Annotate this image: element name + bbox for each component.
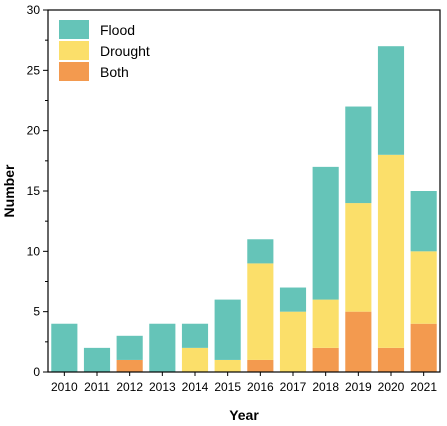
x-tick-label: 2019 bbox=[345, 380, 372, 394]
bar-drought-2019 bbox=[345, 203, 372, 312]
bar-drought-2021 bbox=[410, 251, 437, 324]
bar-both-2020 bbox=[377, 347, 405, 372]
y-axis-ticks: 0 5 10 15 20 25 30 bbox=[27, 3, 48, 379]
bar-flood-2020 bbox=[377, 46, 405, 155]
x-tick-label: 2018 bbox=[312, 380, 339, 394]
x-tick-label: 2012 bbox=[116, 380, 143, 394]
bar-both-2021 bbox=[410, 323, 437, 372]
legend: Flood Drought Both bbox=[59, 20, 150, 81]
bar-both-2019 bbox=[345, 311, 372, 372]
bar-flood-2011 bbox=[83, 347, 111, 372]
bar-drought-2016 bbox=[247, 263, 274, 360]
bar-both-2016 bbox=[247, 359, 274, 372]
legend-swatch-both bbox=[59, 62, 89, 81]
bar-drought-2020 bbox=[377, 154, 405, 348]
bar-flood-2012 bbox=[116, 335, 143, 360]
bar-both-2018 bbox=[312, 347, 339, 372]
bar-flood-2016 bbox=[247, 239, 274, 264]
legend-label-flood: Flood bbox=[100, 22, 135, 38]
bar-flood-2014 bbox=[181, 323, 209, 348]
legend-swatch-drought bbox=[59, 41, 89, 60]
bar-drought-2018 bbox=[312, 299, 339, 348]
x-tick-label: 2015 bbox=[214, 380, 241, 394]
legend-swatch-flood bbox=[59, 20, 89, 39]
bar-flood-2017 bbox=[279, 287, 307, 312]
x-tick-label: 2013 bbox=[149, 380, 176, 394]
bar-flood-2013 bbox=[149, 323, 176, 372]
x-tick-label: 2017 bbox=[280, 380, 307, 394]
y-tick-label: 30 bbox=[27, 3, 41, 17]
y-tick-label: 25 bbox=[27, 63, 41, 77]
bars-layer bbox=[51, 46, 437, 372]
bar-flood-2018 bbox=[312, 166, 339, 300]
bar-flood-2015 bbox=[214, 299, 241, 360]
x-axis-title: Year bbox=[229, 407, 259, 423]
y-tick-label: 15 bbox=[27, 184, 41, 198]
y-tick-label: 10 bbox=[27, 244, 41, 258]
bar-drought-2014 bbox=[181, 347, 209, 372]
legend-label-both: Both bbox=[100, 64, 129, 80]
bar-flood-2010 bbox=[51, 323, 78, 372]
bar-drought-2015 bbox=[214, 359, 241, 372]
x-tick-label: 2010 bbox=[51, 380, 78, 394]
legend-label-drought: Drought bbox=[100, 43, 150, 59]
y-axis-title: Number bbox=[1, 164, 17, 217]
bar-both-2012 bbox=[116, 359, 143, 372]
x-axis-ticks: 2010 2011 2012 2013 2014 2015 2016 2017 2018 2019… bbox=[51, 372, 437, 394]
y-tick-label: 5 bbox=[33, 305, 40, 319]
bar-flood-2019 bbox=[345, 106, 372, 204]
bar-drought-2017 bbox=[279, 311, 307, 372]
x-tick-label: 2021 bbox=[410, 380, 437, 394]
x-tick-label: 2016 bbox=[247, 380, 274, 394]
x-tick-label: 2011 bbox=[84, 380, 110, 394]
bar-flood-2021 bbox=[410, 191, 437, 252]
y-tick-label: 20 bbox=[27, 124, 41, 138]
x-tick-label: 2014 bbox=[182, 380, 209, 394]
y-tick-label: 0 bbox=[33, 365, 40, 379]
x-tick-label: 2020 bbox=[378, 380, 405, 394]
